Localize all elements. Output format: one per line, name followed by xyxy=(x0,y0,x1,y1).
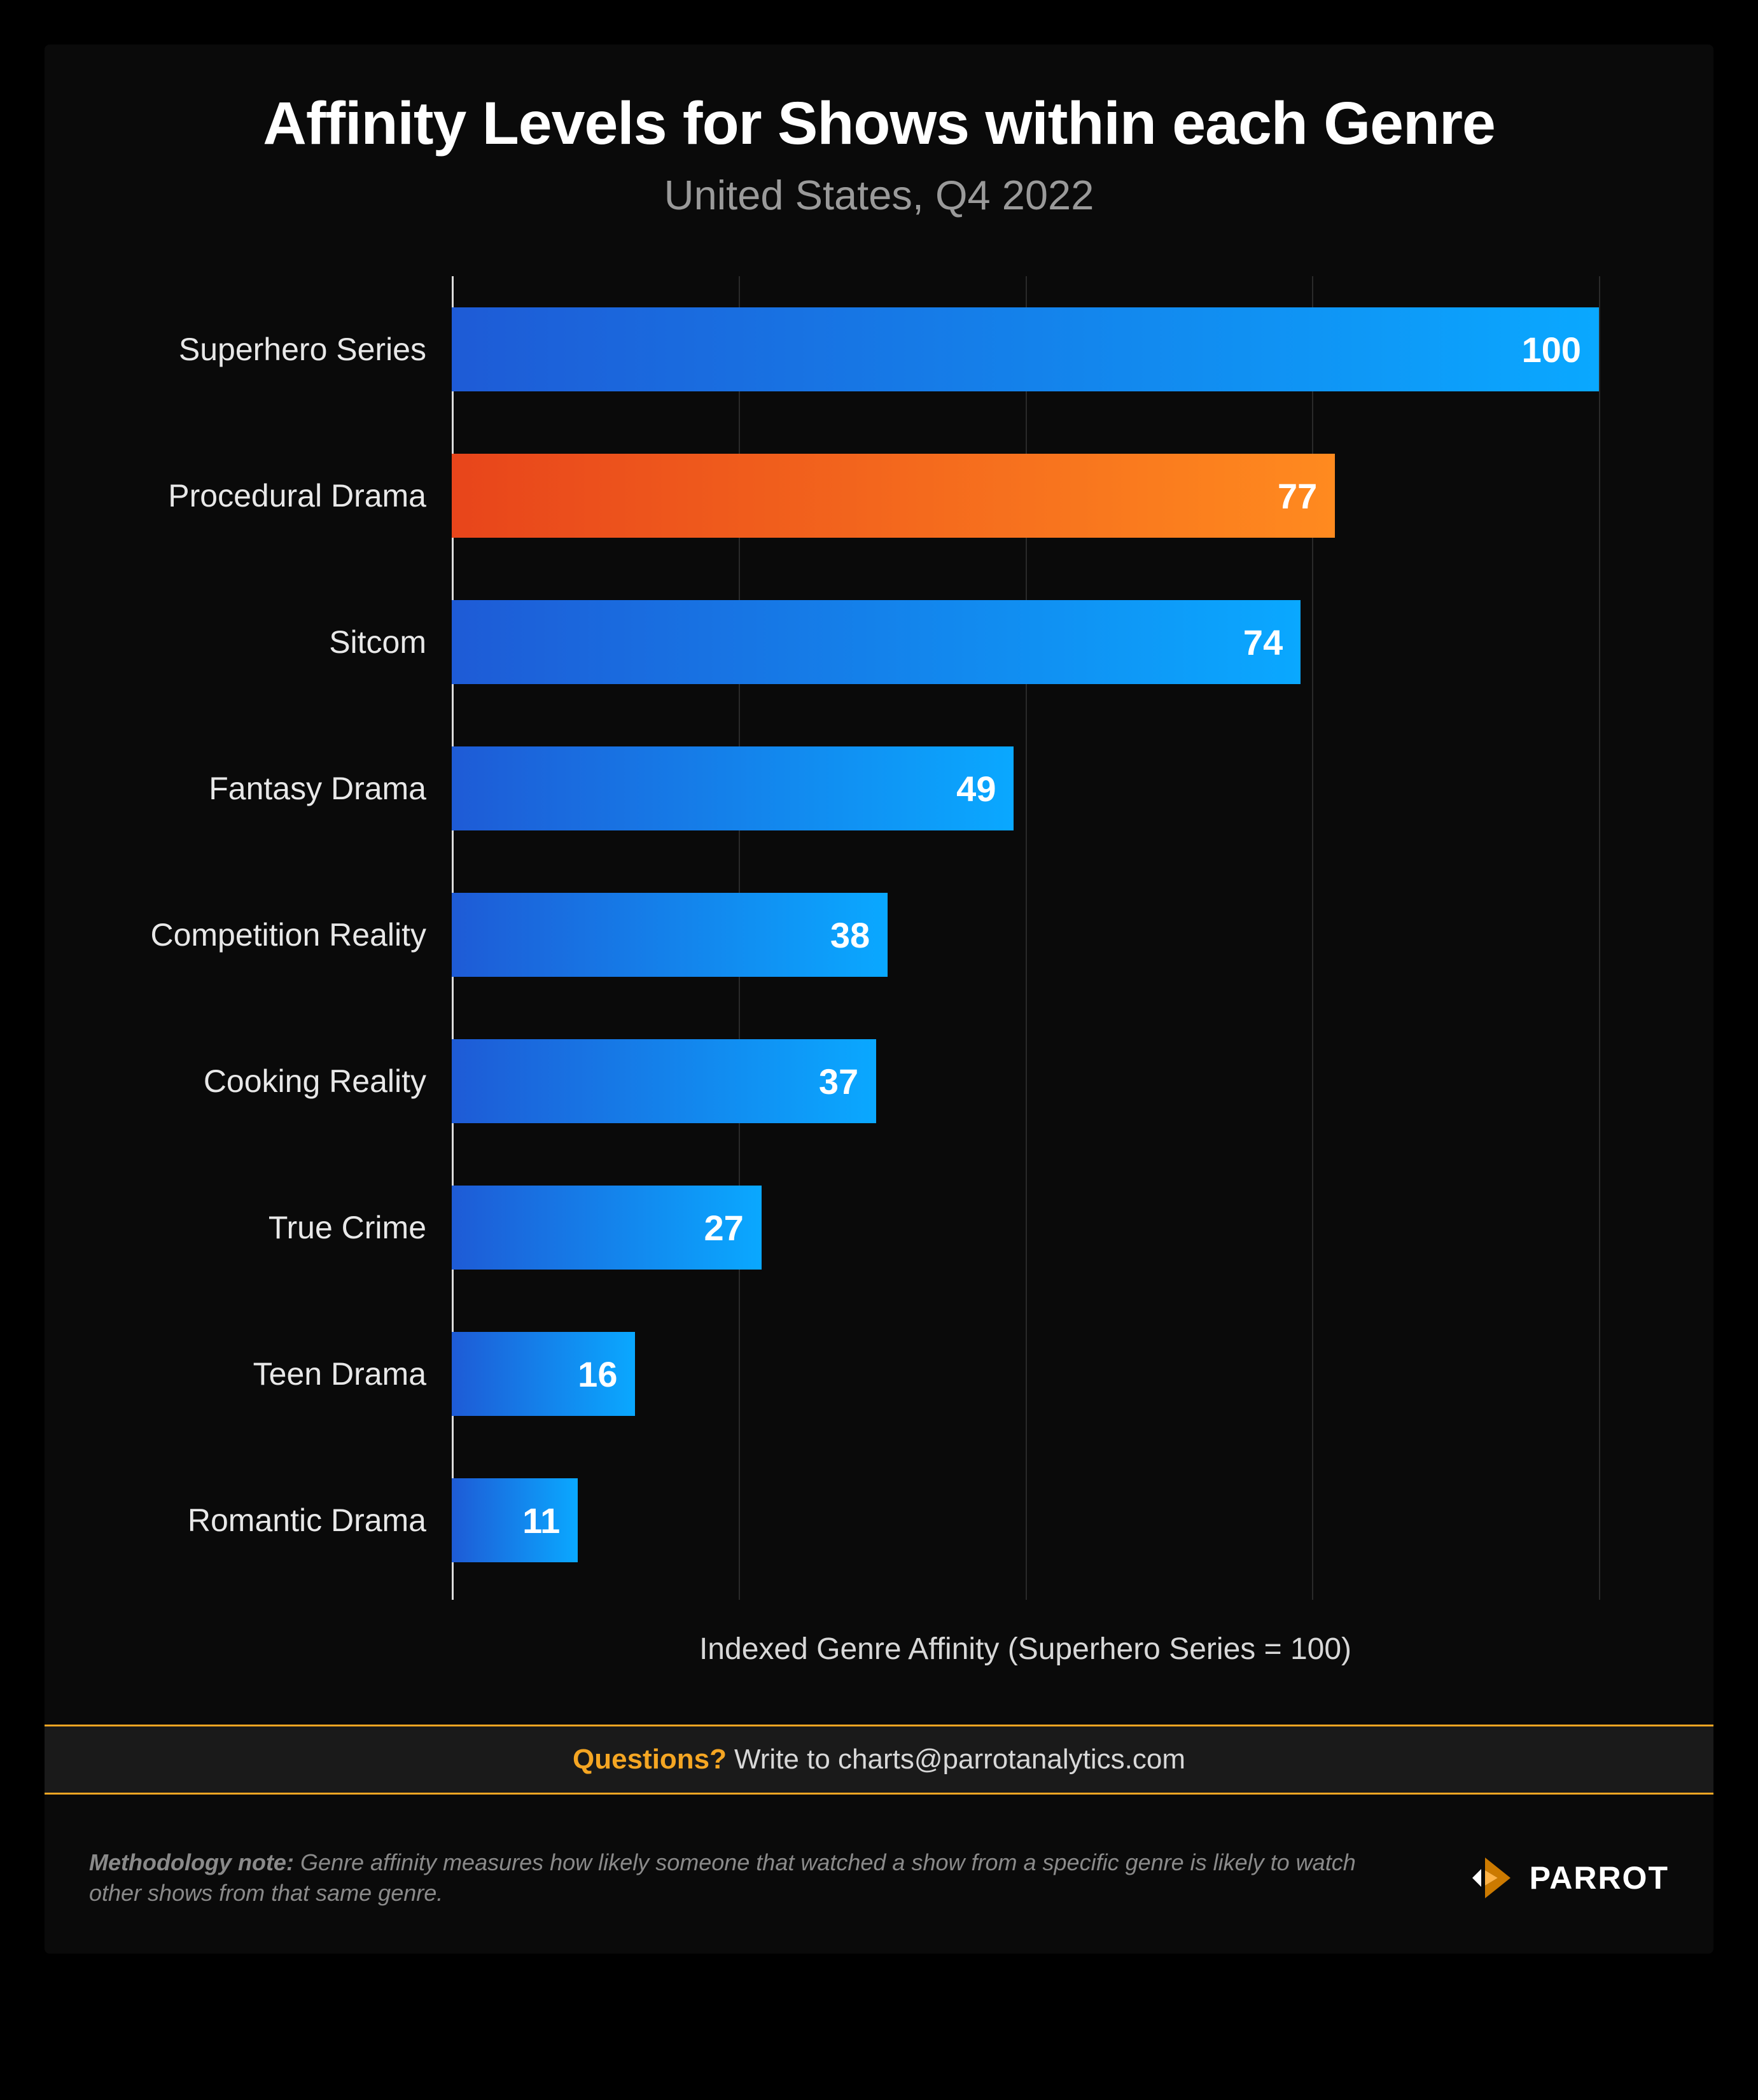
bar-category-label: Teen Drama xyxy=(95,1355,452,1392)
bar-category-label: True Crime xyxy=(95,1209,452,1246)
chart-card: Affinity Levels for Shows within each Ge… xyxy=(45,45,1713,1954)
bar-value-label: 100 xyxy=(1522,329,1581,370)
methodology-note: Methodology note: Genre affinity measure… xyxy=(89,1847,1362,1909)
bars-container: Superhero Series100Procedural Drama77Sit… xyxy=(452,276,1599,1593)
plot-area: Superhero Series100Procedural Drama77Sit… xyxy=(452,276,1599,1600)
brand-block: PARROT xyxy=(1467,1852,1669,1903)
bar-highlight: 77 xyxy=(452,454,1335,538)
bar-row: Procedural Drama77 xyxy=(452,423,1599,569)
bar-category-label: Procedural Drama xyxy=(95,477,452,514)
bar-value-label: 38 xyxy=(830,914,870,956)
bar-row: Teen Drama16 xyxy=(452,1301,1599,1447)
bar: 27 xyxy=(452,1186,762,1270)
bar-row: Superhero Series100 xyxy=(452,276,1599,423)
bar: 100 xyxy=(452,307,1599,391)
title-block: Affinity Levels for Shows within each Ge… xyxy=(83,89,1675,219)
bar-category-label: Romantic Drama xyxy=(95,1502,452,1539)
bar-row: True Crime27 xyxy=(452,1154,1599,1301)
x-axis-label: Indexed Genre Affinity (Superhero Series… xyxy=(452,1632,1599,1667)
gridline xyxy=(1599,276,1600,1600)
bar-value-label: 16 xyxy=(578,1354,617,1395)
bar: 37 xyxy=(452,1039,876,1123)
bar-value-label: 37 xyxy=(819,1061,858,1102)
bar-value-label: 27 xyxy=(704,1207,744,1249)
bar: 49 xyxy=(452,746,1014,830)
footer-row: Methodology note: Genre affinity measure… xyxy=(89,1847,1669,1909)
parrot-logo-icon xyxy=(1467,1852,1518,1903)
bar-category-label: Fantasy Drama xyxy=(95,770,452,807)
footer-cta-band: Questions? Write to charts@parrotanalyti… xyxy=(45,1725,1713,1795)
bar-row: Competition Reality38 xyxy=(452,862,1599,1008)
bar-row: Fantasy Drama49 xyxy=(452,715,1599,862)
footer-cta-text: Write to charts@parrotanalytics.com xyxy=(734,1744,1185,1775)
chart-title: Affinity Levels for Shows within each Ge… xyxy=(83,89,1675,158)
bar-category-label: Superhero Series xyxy=(95,331,452,368)
methodology-label: Methodology note: xyxy=(89,1849,294,1875)
bar-value-label: 11 xyxy=(522,1500,560,1541)
bar-row: Cooking Reality37 xyxy=(452,1008,1599,1154)
bar-value-label: 77 xyxy=(1278,475,1317,517)
chart-subtitle: United States, Q4 2022 xyxy=(83,171,1675,219)
bar: 38 xyxy=(452,893,888,977)
bar-category-label: Competition Reality xyxy=(95,916,452,953)
bar-category-label: Sitcom xyxy=(95,624,452,661)
bar-row: Sitcom74 xyxy=(452,569,1599,715)
bar-value-label: 49 xyxy=(956,768,996,809)
brand-name: PARROT xyxy=(1530,1859,1669,1896)
bar-row: Romantic Drama11 xyxy=(452,1447,1599,1593)
bar: 11 xyxy=(452,1478,578,1562)
bar-category-label: Cooking Reality xyxy=(95,1063,452,1100)
bar: 74 xyxy=(452,600,1301,684)
bar: 16 xyxy=(452,1332,635,1416)
footer-cta-strong: Questions? xyxy=(573,1744,727,1775)
bar-value-label: 74 xyxy=(1243,622,1283,663)
